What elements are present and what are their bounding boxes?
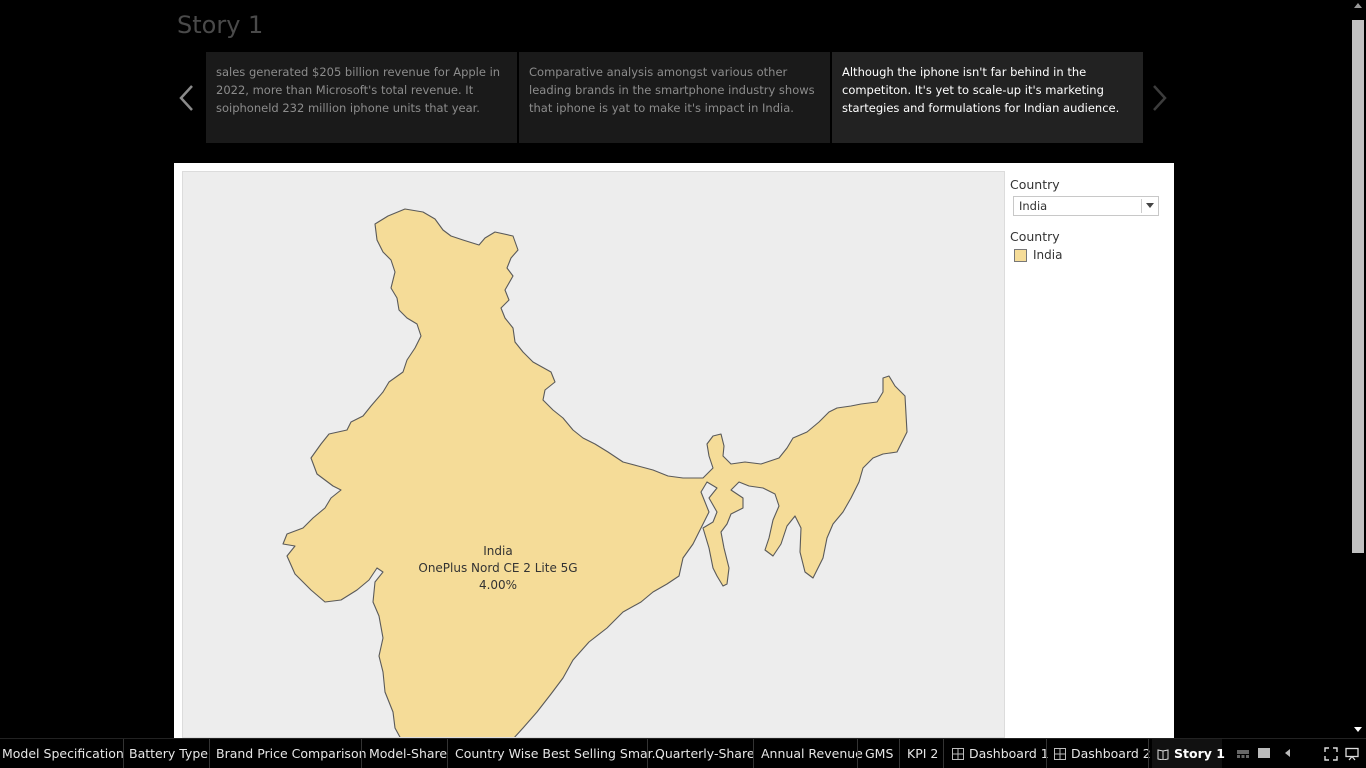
tab-label: Country Wise Best Selling Smar...	[455, 746, 664, 761]
tab-label: Quarterly-Share	[655, 746, 755, 761]
map-tooltip-label: India OnePlus Nord CE 2 Lite 5G 4.00%	[413, 543, 583, 594]
tab-separator	[447, 739, 448, 768]
scroll-up-arrow-icon[interactable]	[1354, 3, 1362, 8]
tab-separator	[647, 739, 648, 768]
tab-separator	[1046, 739, 1047, 768]
legend-item-india[interactable]: India	[1014, 248, 1062, 262]
story-point-text: Comparative analysis amongst various oth…	[529, 65, 815, 115]
map-view[interactable]: India OnePlus Nord CE 2 Lite 5G 4.00%	[182, 171, 1005, 738]
tab-battery-type[interactable]: Battery Type	[127, 739, 208, 768]
tab-label: GMS	[865, 746, 894, 761]
tab-dashboard-2[interactable]: Dashboard 2	[1052, 739, 1151, 768]
tab-label: Dashboard 2	[1071, 746, 1151, 761]
sheet-tab-bar: Model Specification Battery Type Brand P…	[0, 738, 1366, 768]
story-point-text: Although the iphone isn't far behind in …	[842, 65, 1120, 115]
tab-kpi-2[interactable]: KPI 2	[905, 739, 943, 768]
chevron-right-icon	[1153, 85, 1167, 111]
scrollbar-thumb[interactable]	[1352, 20, 1364, 553]
fullscreen-icon[interactable]	[1324, 747, 1338, 761]
story-point-3[interactable]: Although the iphone isn't far behind in …	[832, 52, 1143, 143]
tab-separator	[753, 739, 754, 768]
tab-separator	[857, 739, 858, 768]
tab-label: Battery Type	[129, 746, 208, 761]
tab-label: Story 1	[1174, 746, 1225, 761]
presentation-mode-icon[interactable]	[1345, 747, 1359, 761]
chevron-down-icon	[1146, 203, 1154, 208]
india-map-shape[interactable]	[282, 208, 908, 738]
tab-quarterly-share[interactable]: Quarterly-Share	[653, 739, 755, 768]
tab-label: Model Specification	[2, 746, 124, 761]
chevron-left-icon	[179, 85, 193, 111]
tab-separator	[1148, 739, 1149, 768]
tab-model-share[interactable]: Model-Share	[367, 739, 447, 768]
tab-gms[interactable]: GMS	[863, 739, 899, 768]
story-icon	[1157, 748, 1169, 760]
tab-dashboard-1[interactable]: Dashboard 1	[950, 739, 1049, 768]
story-point-text: sales generated $205 billion revenue for…	[216, 65, 501, 115]
story-next-button[interactable]	[1149, 82, 1171, 114]
single-sheet-view-icon[interactable]	[1258, 747, 1270, 759]
map-label-country: India	[483, 544, 513, 558]
tab-separator	[943, 739, 944, 768]
tab-label: Model-Share	[369, 746, 448, 761]
tab-separator	[899, 739, 900, 768]
country-legend-title: Country	[1010, 229, 1060, 244]
map-label-model: OnePlus Nord CE 2 Lite 5G	[418, 561, 578, 575]
tab-label: Annual Revenue	[761, 746, 863, 761]
tab-model-specification[interactable]: Model Specification	[0, 739, 124, 768]
tab-separator	[123, 739, 124, 768]
country-filter-dropdown[interactable]: India	[1013, 196, 1159, 216]
scroll-down-arrow-icon[interactable]	[1354, 727, 1362, 732]
dashboard-icon	[952, 747, 964, 760]
tab-country-wise-best-selling[interactable]: Country Wise Best Selling Smar...	[453, 739, 664, 768]
tab-story-1[interactable]: Story 1	[1152, 739, 1225, 768]
tab-separator	[361, 739, 362, 768]
dropdown-divider	[1141, 199, 1142, 213]
filmstrip-view-icon[interactable]	[1237, 747, 1249, 759]
story-title: Story 1	[177, 11, 264, 39]
country-filter-title: Country	[1010, 177, 1060, 192]
legend-item-label: India	[1033, 248, 1063, 262]
tab-label: KPI 2	[907, 746, 939, 761]
tab-brand-price-comparison[interactable]: Brand Price Comparison	[214, 739, 367, 768]
tab-label: Brand Price Comparison	[216, 746, 367, 761]
dashboard-panel: India OnePlus Nord CE 2 Lite 5G 4.00% Co…	[174, 163, 1174, 738]
dashboard-icon	[1054, 747, 1066, 760]
story-previous-button[interactable]	[176, 82, 198, 114]
country-filter-value: India	[1019, 199, 1048, 213]
tab-label: Dashboard 1	[969, 746, 1049, 761]
story-point-1[interactable]: sales generated $205 billion revenue for…	[206, 52, 517, 143]
scroll-tabs-left-icon[interactable]	[1283, 747, 1293, 759]
tab-annual-revenue[interactable]: Annual Revenue	[759, 739, 863, 768]
tab-separator	[209, 739, 210, 768]
legend-swatch	[1014, 248, 1027, 262]
india-map	[282, 208, 908, 738]
story-point-2[interactable]: Comparative analysis amongst various oth…	[519, 52, 830, 143]
map-label-share: 4.00%	[478, 578, 518, 592]
